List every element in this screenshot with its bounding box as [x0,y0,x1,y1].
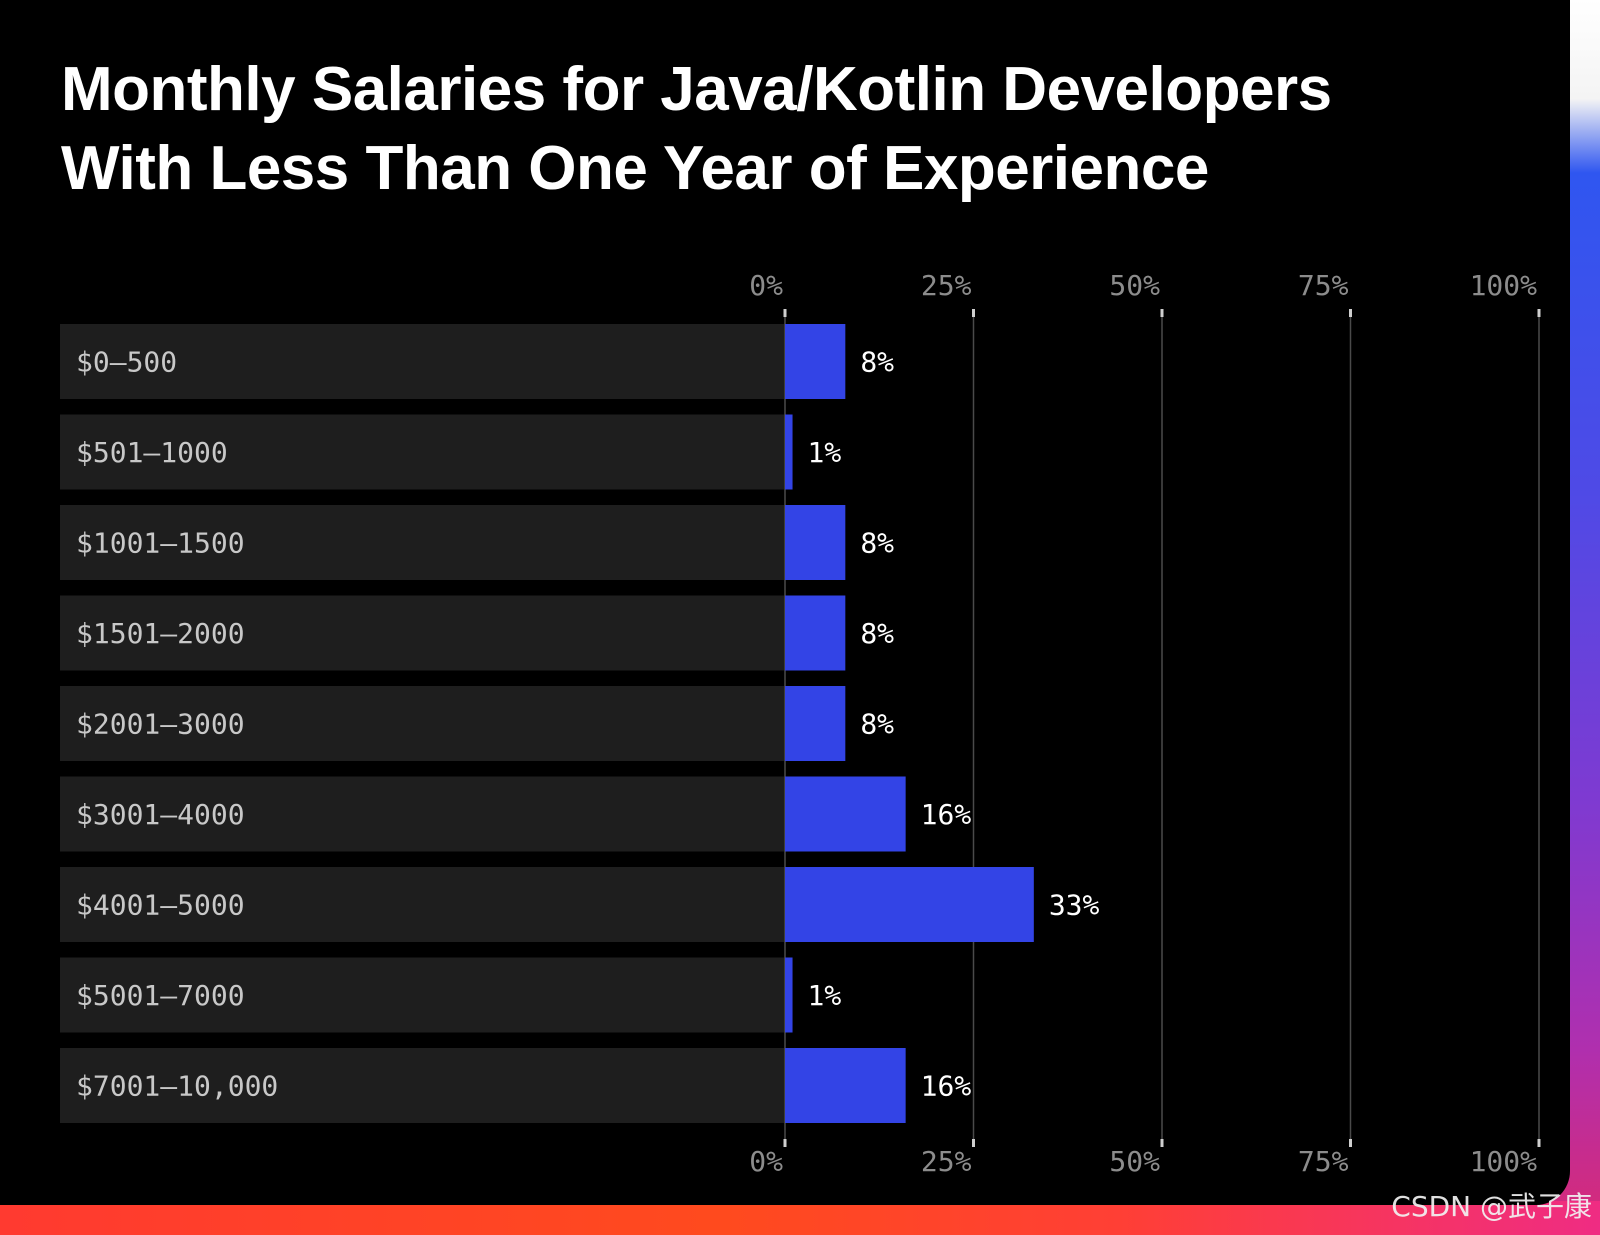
bars [785,324,1034,1123]
watermark: CSDN @武子康 [1391,1190,1592,1223]
category-label: $501–1000 [76,436,228,469]
labels: $0–500 8% $501–1000 1% $1001–1500 8% $1501–200… [76,269,1537,1178]
tick-label-bottom: 100% [1470,1145,1538,1178]
value-label: 1% [808,436,842,469]
chart-title: Monthly Salaries for Java/Kotlin Develop… [61,50,1521,208]
category-row-background [60,1048,785,1123]
tick-label-top: 50% [1109,269,1160,302]
category-row-background [60,957,785,1033]
value-label: 8% [860,617,894,650]
value-label: 8% [860,527,894,560]
bar-9 [785,1048,906,1123]
tick-label-top: 25% [921,269,972,302]
bar-1 [785,324,846,399]
category-label: $1501–2000 [76,617,245,650]
chart-title-line-2: With Less Than One Year of Experience [61,134,1209,203]
category-row-background [60,505,785,580]
value-label: 8% [860,346,894,379]
value-label: 16% [921,1070,972,1103]
tick-label-bottom: 75% [1298,1145,1349,1178]
value-label: 16% [921,798,972,831]
bar-3 [785,505,846,580]
row-backgrounds [60,324,785,1123]
decorative-gradient-edge-bottom [0,1201,1600,1235]
category-label: $3001–4000 [76,798,245,831]
category-label: $1001–1500 [76,527,245,560]
value-label: 8% [860,708,894,741]
tick-label-top: 75% [1298,269,1349,302]
category-label: $4001–5000 [76,889,245,922]
category-label: $5001–7000 [76,979,245,1012]
tick-label-bottom: 25% [921,1145,972,1178]
category-label: $0–500 [76,346,177,379]
category-label: $7001–10,000 [76,1070,278,1103]
bar-7 [785,867,1034,942]
tick-label-bottom: 50% [1109,1145,1160,1178]
category-row-background [60,595,785,671]
bar-6 [785,776,906,852]
category-label: $2001–3000 [76,708,245,741]
category-row-background [60,867,785,942]
value-label: 1% [808,979,842,1012]
category-row-background [60,324,785,399]
category-row-background [60,776,785,852]
bar-4 [785,595,846,671]
gridlines [783,309,1541,1147]
tick-label-top: 0% [749,269,783,302]
tick-label-top: 100% [1470,269,1538,302]
value-label: 33% [1049,889,1100,922]
bar-5 [785,686,846,761]
bar-2 [785,414,793,490]
category-row-background [60,686,785,761]
category-row-background [60,414,785,490]
chart-title-line-1: Monthly Salaries for Java/Kotlin Develop… [61,55,1332,124]
bar-8 [785,957,793,1033]
tick-label-bottom: 0% [749,1145,783,1178]
